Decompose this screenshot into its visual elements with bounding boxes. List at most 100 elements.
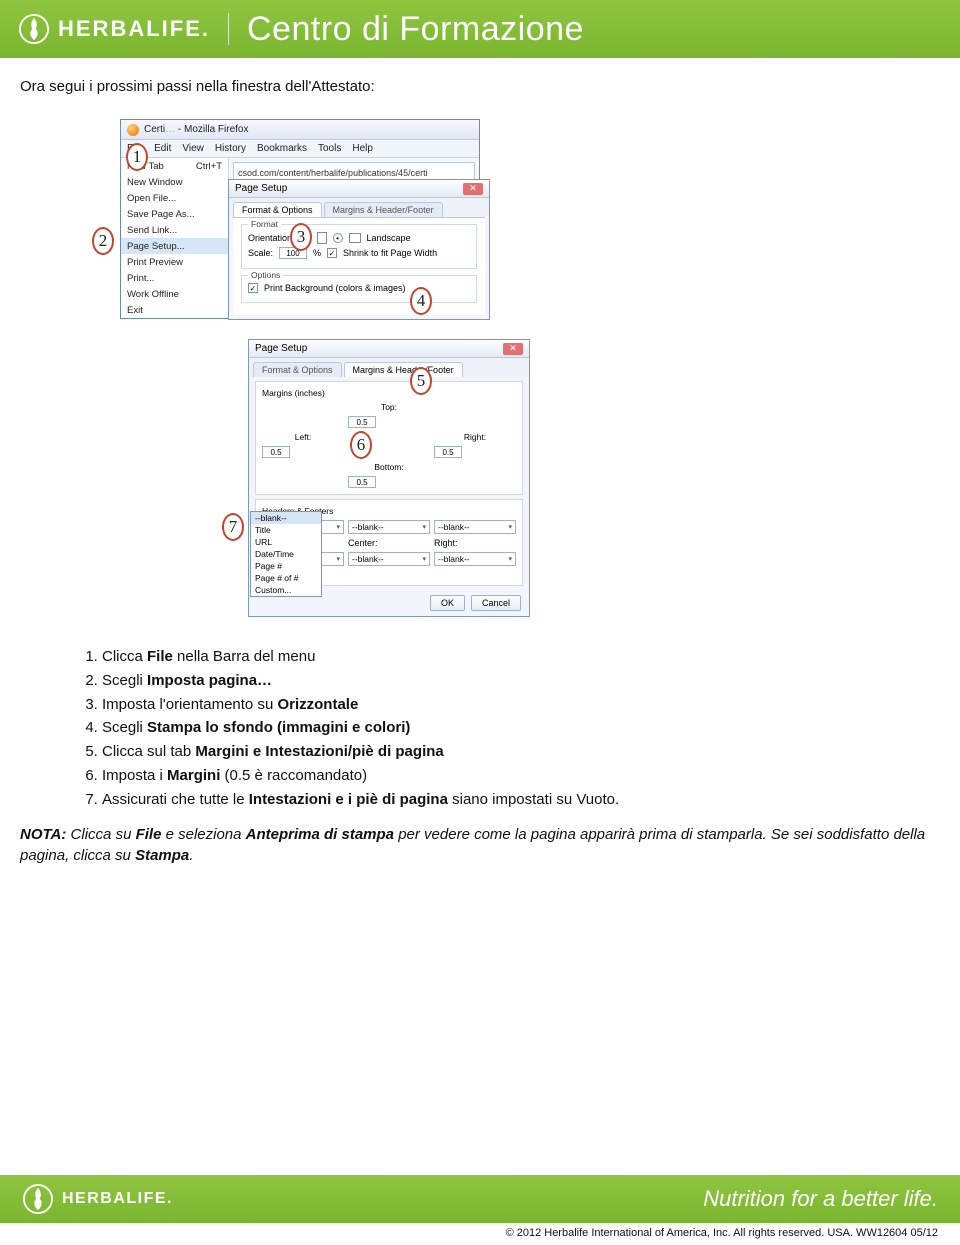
tab-format-options[interactable]: Format & Options [253,362,342,377]
callout-1: 1 [126,143,148,171]
shrink-checkbox[interactable]: ✓ [327,248,337,258]
callout-7: 7 [222,513,244,541]
header-right-select[interactable]: --blank-- [434,520,516,534]
scale-label: Scale: [248,248,273,258]
format-group: Format Orientation: • Landscape Scale: 1… [241,224,477,269]
margin-top-input[interactable]: 0.5 [348,416,376,428]
header-center-select[interactable]: --blank-- [348,520,430,534]
top-label: Top: [348,402,430,412]
footer-bar: HERBALIFE. Nutrition for a better life. [0,1175,960,1223]
menuitem-new-window[interactable]: New Window [121,174,228,190]
dialog-title: Page Setup [235,183,287,194]
divider [228,13,229,45]
menubar[interactable]: File Edit View History Bookmarks Tools H… [121,140,479,158]
tab-margins-hf[interactable]: Margins & Header/Footer [344,362,463,377]
callout-6: 6 [350,431,372,459]
pos-right-label: Right: [434,538,516,548]
menu-history[interactable]: History [215,143,246,154]
radio-landscape[interactable]: • [333,233,343,243]
step-5: Clicca sul tab Margini e Intestazioni/pi… [102,741,960,763]
copyright-text: © 2012 Herbalife International of Americ… [0,1223,960,1245]
screenshot-area: Certi… - Mozilla Firefox File Edit View … [120,119,600,624]
footer-brand: HERBALIFE. [62,1190,173,1208]
window-title: Certi… - Mozilla Firefox [144,124,248,135]
orientation-label: Orientation: [248,233,295,243]
brand-logo: HERBALIFE. [18,13,210,45]
leaf-icon [22,1183,54,1215]
options-group: Options ✓ Print Background (colors & ima… [241,275,477,303]
window-titlebar: Certi… - Mozilla Firefox [121,120,479,140]
margin-bottom-input[interactable]: 0.5 [348,476,376,488]
intro-text: Ora segui i prossimi passi nella finestr… [0,58,960,105]
page-footer: HERBALIFE. Nutrition for a better life. … [0,1175,960,1245]
group-label: Format [248,219,281,229]
step-6: Imposta i Margini (0.5 è raccomandato) [102,765,960,787]
cancel-button[interactable]: Cancel [471,595,521,611]
menuitem-print-preview[interactable]: Print Preview [121,254,228,270]
callout-3: 3 [290,223,312,251]
margins-title: Margins (inches) [262,388,516,398]
menu-edit[interactable]: Edit [154,143,171,154]
menuitem-print[interactable]: Print... [121,270,228,286]
margin-right-input[interactable]: 0.5 [434,446,462,458]
tab-margins-hf[interactable]: Margins & Header/Footer [324,202,443,217]
footer-left-dropdown[interactable]: --blank-- Title URL Date/Time Page # Pag… [250,511,322,597]
dd-item-title[interactable]: Title [251,524,321,536]
step-4: Scegli Stampa lo sfondo (immagini e colo… [102,717,960,739]
dd-item-page[interactable]: Page # [251,560,321,572]
tab-format-options[interactable]: Format & Options [233,202,322,217]
section-title: Centro di Formazione [247,10,584,49]
close-icon[interactable]: ✕ [463,183,483,195]
menu-view[interactable]: View [182,143,204,154]
percent-label: % [313,248,321,258]
dialog-tabs: Format & Options Margins & Header/Footer [229,198,489,217]
menuitem-page-setup[interactable]: Page Setup... [121,238,228,254]
dd-item-blank[interactable]: --blank-- [251,512,321,524]
callout-5: 5 [410,367,432,395]
menu-help[interactable]: Help [352,143,373,154]
ok-button[interactable]: OK [430,595,465,611]
dd-item-pageof[interactable]: Page # of # [251,572,321,584]
page-setup-dialog-1: Page Setup ✕ Format & Options Margins & … [228,179,490,320]
footer-tagline: Nutrition for a better life. [703,1186,938,1212]
right-label: Right: [434,432,516,442]
menuitem-save-page[interactable]: Save Page As... [121,206,228,222]
step-2: Scegli Imposta pagina… [102,670,960,692]
menuitem-exit[interactable]: Exit [121,302,228,318]
dialog-titlebar: Page Setup ✕ [249,340,529,358]
dd-item-custom[interactable]: Custom... [251,584,321,596]
margin-left-input[interactable]: 0.5 [262,446,290,458]
dd-item-url[interactable]: URL [251,536,321,548]
dd-item-datetime[interactable]: Date/Time [251,548,321,560]
shrink-label: Shrink to fit Page Width [343,248,437,258]
menu-tools[interactable]: Tools [318,143,341,154]
step-7: Assicurati che tutte le Intestazioni e i… [102,789,960,811]
step-1: Clicca File nella Barra del menu [102,646,960,668]
print-bg-label: Print Background (colors & images) [264,283,406,293]
step-3: Imposta l'orientamento su Orizzontale [102,694,960,716]
landscape-label: Landscape [367,233,411,243]
dialog-titlebar: Page Setup ✕ [229,180,489,198]
steps-list: Clicca File nella Barra del menu Scegli … [80,646,960,810]
nota-paragraph: NOTA: Clicca su File e seleziona Antepri… [20,824,932,866]
leaf-icon [18,13,50,45]
nota-label: NOTA: [20,826,66,843]
menuitem-work-offline[interactable]: Work Offline [121,286,228,302]
header-banner: HERBALIFE. Centro di Formazione [0,0,960,58]
menuitem-send-link[interactable]: Send Link... [121,222,228,238]
margins-group: Margins (inches) Top: 0.5 Left:Right: 0.… [255,381,523,495]
footer-center-select[interactable]: --blank-- [348,552,430,566]
bottom-label: Bottom: [348,462,430,472]
pos-center-label: Center: [348,538,430,548]
file-menu-dropdown[interactable]: New TabCtrl+T New Window Open File... Sa… [121,158,229,318]
footer-right-select[interactable]: --blank-- [434,552,516,566]
group-label: Options [248,270,283,280]
brand-name: HERBALIFE. [58,16,210,42]
dialog-title: Page Setup [255,343,307,354]
footer-logo: HERBALIFE. [22,1183,173,1215]
print-bg-checkbox[interactable]: ✓ [248,283,258,293]
close-icon[interactable]: ✕ [503,343,523,355]
menuitem-open-file[interactable]: Open File... [121,190,228,206]
callout-4: 4 [410,287,432,315]
menu-bookmarks[interactable]: Bookmarks [257,143,307,154]
